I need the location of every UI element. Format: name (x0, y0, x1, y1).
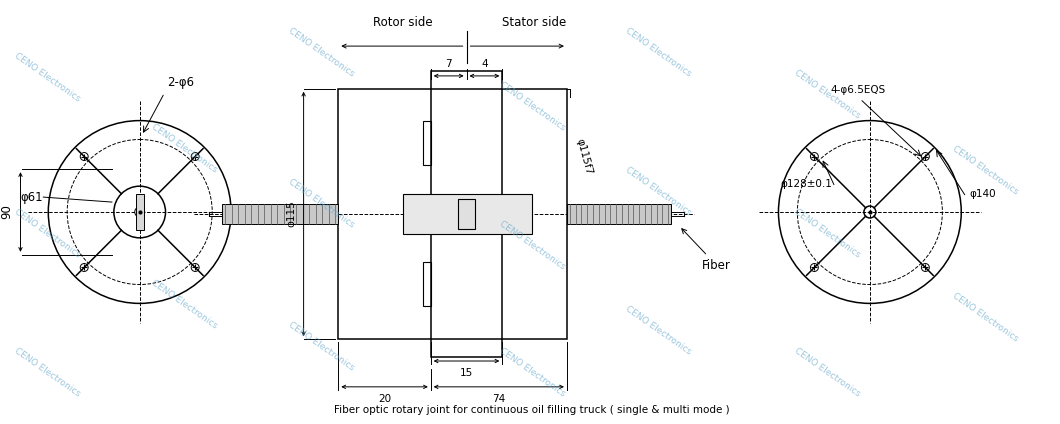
Text: Fiber: Fiber (682, 229, 730, 272)
Bar (403, 194, 532, 234)
Text: CENO Electronics: CENO Electronics (13, 51, 83, 103)
Text: 4: 4 (481, 59, 488, 69)
Text: CENO Electronics: CENO Electronics (951, 291, 1020, 343)
Bar (136, 194, 144, 230)
Text: φ61: φ61 (21, 191, 43, 204)
Bar (223, 204, 338, 224)
Text: φ115f7: φ115f7 (575, 137, 594, 176)
Text: CENO Electronics: CENO Electronics (951, 144, 1020, 196)
Text: CENO Electronics: CENO Electronics (13, 346, 83, 398)
Bar (430, 71, 502, 357)
Text: CENO Electronics: CENO Electronics (497, 81, 567, 133)
Text: 4-φ6.5EQS: 4-φ6.5EQS (830, 85, 885, 95)
Text: CENO Electronics: CENO Electronics (624, 165, 693, 217)
Text: Stator side: Stator side (502, 16, 567, 29)
Text: φ140: φ140 (969, 189, 995, 199)
Text: φ128±0.1: φ128±0.1 (780, 179, 832, 189)
Text: 20: 20 (378, 394, 391, 404)
Text: CENO Electronics: CENO Electronics (793, 68, 862, 120)
Text: CENO Electronics: CENO Electronics (287, 178, 356, 230)
Text: 15: 15 (460, 368, 473, 378)
Text: CENO Electronics: CENO Electronics (151, 279, 219, 331)
Text: CENO Electronics: CENO Electronics (151, 123, 219, 175)
Text: CENO Electronics: CENO Electronics (624, 26, 693, 78)
Text: CENO Electronics: CENO Electronics (497, 220, 567, 272)
Text: CENO Electronics: CENO Electronics (13, 207, 83, 259)
Text: CENO Electronics: CENO Electronics (287, 321, 356, 373)
Text: φ115: φ115 (286, 201, 297, 227)
Text: CENO Electronics: CENO Electronics (624, 304, 693, 356)
Text: Rotor side: Rotor side (373, 16, 432, 29)
Text: CENO Electronics: CENO Electronics (287, 26, 356, 78)
Bar (338, 89, 567, 339)
Text: Fiber optic rotary joint for continuous oil filling truck ( single & multi mode : Fiber optic rotary joint for continuous … (334, 404, 730, 415)
Bar (423, 262, 430, 307)
Text: 7: 7 (445, 59, 452, 69)
Text: 90: 90 (0, 204, 14, 220)
Bar (458, 199, 476, 229)
Text: CENO Electronics: CENO Electronics (793, 207, 862, 259)
Bar (567, 204, 671, 224)
Bar (423, 120, 430, 165)
Text: CENO Electronics: CENO Electronics (793, 346, 862, 398)
Text: 74: 74 (492, 394, 506, 404)
Text: 2-φ6: 2-φ6 (167, 76, 194, 89)
Text: CENO Electronics: CENO Electronics (497, 346, 567, 398)
